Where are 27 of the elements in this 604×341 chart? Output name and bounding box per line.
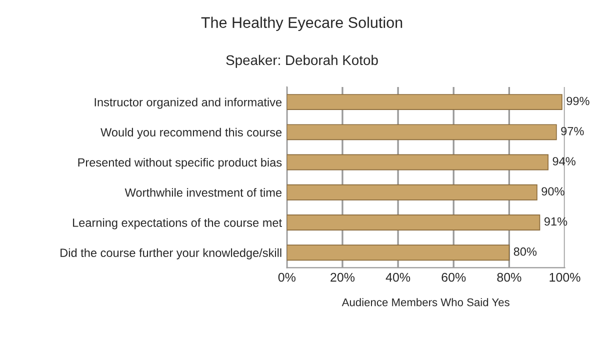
x-axis-title: Audience Members Who Said Yes [342, 298, 510, 306]
data-label: 80% [514, 247, 537, 256]
data-label: 97% [561, 126, 584, 136]
bar [286, 184, 538, 200]
chart-subtitle: Speaker: Deborah Kotob [226, 54, 378, 68]
x-tick-label: 60% [442, 272, 466, 282]
x-tick-label: 100% [550, 272, 580, 282]
bar [286, 124, 557, 140]
bar [286, 214, 540, 230]
x-tick-label: 40% [386, 272, 410, 282]
data-label: 99% [566, 96, 590, 106]
y-tick-label: Worthwhile investment of time [124, 188, 282, 197]
x-tick-label: 20% [330, 272, 355, 282]
x-tick-label: 0% [278, 272, 296, 282]
chart-title: The Healthy Eyecare Solution [201, 16, 402, 31]
bar [286, 244, 510, 261]
y-tick-label: Instructor organized and informative [94, 98, 282, 109]
data-label: 94% [552, 157, 576, 166]
x-tick-label: 80% [497, 272, 522, 282]
y-tick-label: Learning expectations of the course met [73, 218, 282, 230]
bar [286, 154, 548, 170]
y-tick-label: Presented without specific product bias [78, 158, 282, 169]
y-tick-label: Would you recommend this course [100, 128, 282, 139]
data-label: 91% [544, 217, 568, 226]
data-label: 90% [542, 187, 564, 196]
y-tick-label: Did the course further your knowledge/skill [60, 248, 282, 260]
bar [286, 94, 562, 110]
